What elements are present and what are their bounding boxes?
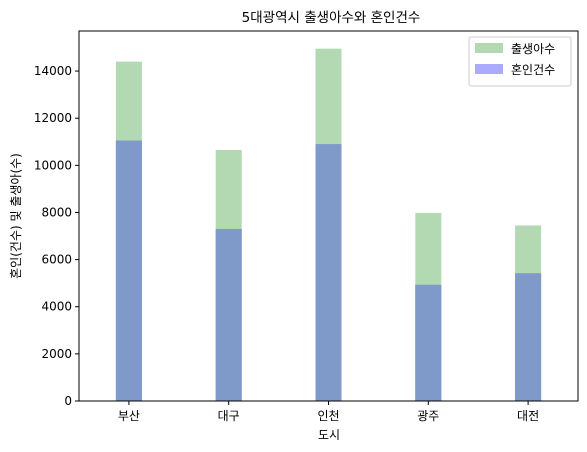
bar-overlap-0	[115, 140, 142, 401]
bar-overlap-1	[215, 228, 242, 401]
y-axis-label: 혼인(건수) 및 출생아(수)	[9, 153, 23, 279]
legend-label-1: 혼인건수	[511, 63, 555, 77]
plot-area	[115, 48, 542, 402]
x-tick-label-0: 부산	[118, 409, 140, 423]
y-tick-label-4: 8000	[41, 205, 72, 219]
x-tick-label-3: 광주	[417, 409, 439, 423]
y-tick-label-2: 4000	[41, 300, 72, 314]
bar-overlap-3	[415, 284, 442, 401]
y-tick-label-5: 10000	[34, 158, 72, 172]
chart-title: 5대광역시 출생아수와 혼인건수	[242, 10, 421, 26]
bar-overlap-2	[315, 144, 342, 401]
y-tick-label-1: 2000	[41, 347, 72, 361]
legend-swatch-0	[475, 43, 503, 53]
y-tick-label-7: 14000	[34, 64, 72, 78]
bar-overlap-4	[515, 273, 542, 401]
x-tick-label-4: 대전	[517, 409, 539, 423]
axes: 0 2000 4000 6000 8000 10000 12000 14000 부산 대구 인천 광주…	[34, 30, 579, 423]
x-tick-label-2: 인천	[317, 408, 339, 423]
x-axis-label: 도시	[318, 428, 340, 442]
y-tick-label-0: 0	[64, 394, 72, 408]
x-tick-label-1: 대구	[218, 409, 240, 423]
y-tick-label-6: 12000	[34, 111, 72, 125]
y-tick-label-3: 6000	[41, 253, 72, 267]
legend-swatch-1	[475, 64, 503, 74]
legend-label-0: 출생아수	[511, 42, 555, 56]
